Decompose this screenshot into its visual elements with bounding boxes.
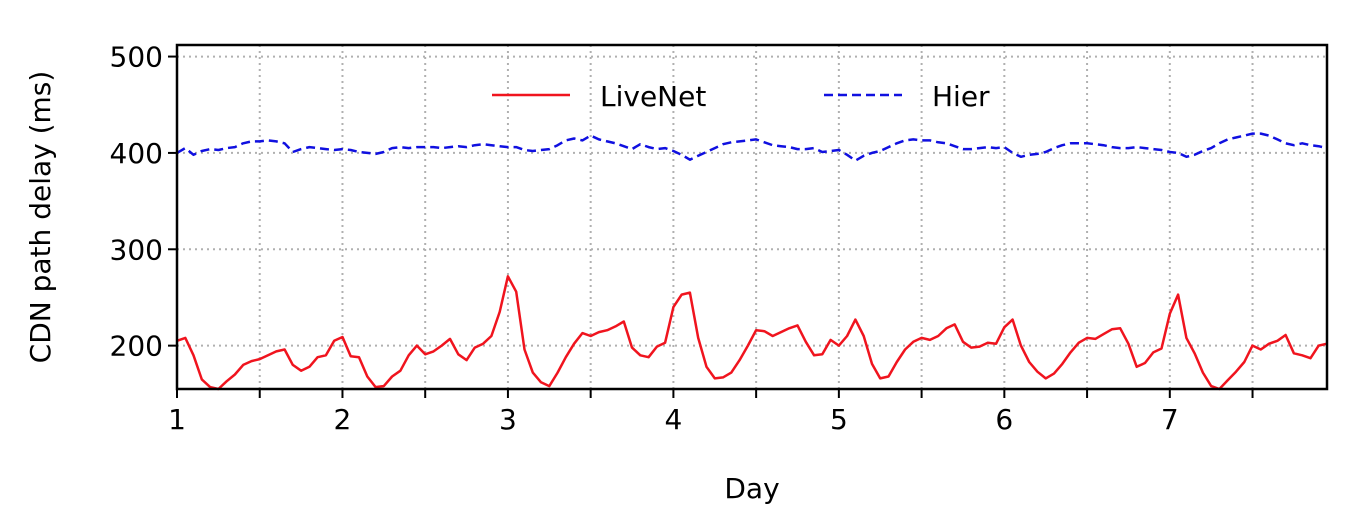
y-tick-label: 300 [110, 233, 163, 266]
series-lines [176, 132, 1328, 391]
plot-area-frame [175, 43, 1329, 391]
series-line-livenet [176, 275, 1328, 391]
x-tick-label: 7 [1161, 403, 1179, 436]
x-tick-label: 6 [995, 403, 1013, 436]
legend-label-hier: Hier [932, 80, 990, 113]
x-tick-label: 4 [664, 403, 682, 436]
x-tick-label: 5 [830, 403, 848, 436]
x-tick-label: 2 [334, 403, 352, 436]
x-axis: 1 2 3 4 5 6 7 [168, 389, 1254, 436]
legend-label-livenet: LiveNet [600, 80, 706, 113]
y-axis-label: CDN path delay (ms) [24, 71, 57, 364]
x-axis-label: Day [724, 472, 779, 505]
y-tick-label: 400 [110, 137, 163, 170]
legend: LiveNet Hier [492, 80, 990, 113]
y-axis: 200 300 400 500 [110, 41, 177, 363]
x-tick-label: 3 [499, 403, 517, 436]
y-tick-label: 500 [110, 41, 163, 74]
y-tick-label: 200 [110, 330, 163, 363]
x-tick-label: 1 [168, 403, 186, 436]
series-line-hier [176, 132, 1328, 162]
